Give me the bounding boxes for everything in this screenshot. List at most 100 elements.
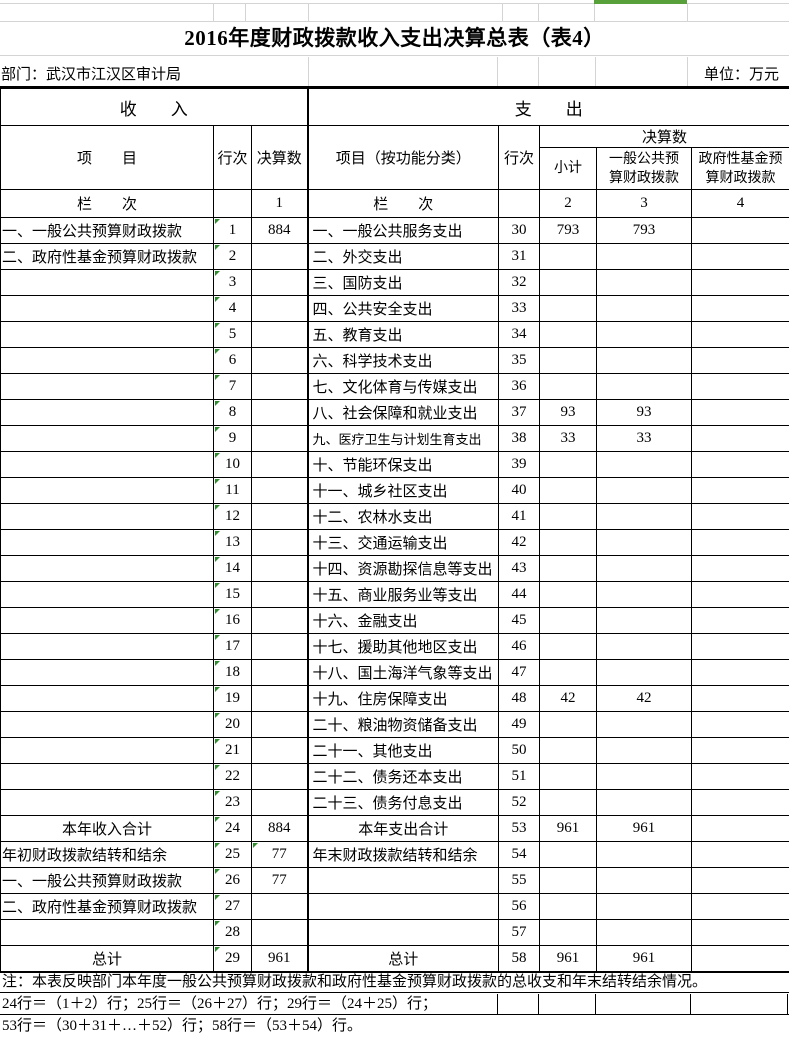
- expense-rowno-header[interactable]: 行次: [498, 125, 541, 190]
- subtotal-header[interactable]: 小计: [539, 147, 598, 190]
- income-value-cell[interactable]: [250, 529, 309, 556]
- expense-item-cell[interactable]: 二十二、债务还本支出: [306, 763, 500, 790]
- income-rowno-cell[interactable]: 13: [213, 529, 252, 556]
- expense-item-cell[interactable]: 十二、农林水支出: [306, 503, 500, 530]
- income-rowno-cell[interactable]: 26: [213, 867, 252, 894]
- expense-general-cell[interactable]: 93: [596, 399, 693, 426]
- expense-general-cell[interactable]: [596, 659, 693, 686]
- income-rowno-cell[interactable]: 22: [213, 763, 252, 790]
- income-value-cell[interactable]: 961: [250, 945, 309, 972]
- expense-general-cell[interactable]: 33: [596, 425, 693, 452]
- expense-item-cell[interactable]: 一、一般公共服务支出: [306, 217, 500, 244]
- expense-item-cell[interactable]: 二十一、其他支出: [306, 737, 500, 764]
- income-rowno-cell[interactable]: 14: [213, 555, 252, 582]
- income-rowno-cell[interactable]: 5: [213, 321, 252, 348]
- income-rowno-cell[interactable]: 19: [213, 685, 252, 712]
- general-budget-header[interactable]: 一般公共预 算财政拨款: [596, 147, 693, 190]
- colindex-blank[interactable]: [213, 189, 252, 218]
- expense-general-cell[interactable]: [596, 373, 693, 400]
- income-item-cell[interactable]: 二、政府性基金预算财政拨款: [0, 243, 214, 270]
- income-value-cell[interactable]: [250, 399, 309, 426]
- expense-general-cell[interactable]: [596, 555, 693, 582]
- income-value-cell[interactable]: [250, 919, 309, 946]
- expense-item-cell[interactable]: [306, 893, 500, 920]
- expense-general-cell[interactable]: [596, 503, 693, 530]
- income-value-cell[interactable]: [250, 659, 309, 686]
- expense-fund-cell[interactable]: [691, 347, 789, 374]
- expense-rowno-cell[interactable]: 53: [498, 815, 541, 842]
- expense-fund-cell[interactable]: [691, 919, 789, 946]
- expense-item-cell[interactable]: 三、国防支出: [306, 269, 500, 296]
- expense-item-cell[interactable]: 十一、城乡社区支出: [306, 477, 500, 504]
- income-value-cell[interactable]: [250, 373, 309, 400]
- income-value-cell[interactable]: [250, 789, 309, 816]
- expense-rowno-cell[interactable]: 51: [498, 763, 541, 790]
- expense-fund-cell[interactable]: [691, 321, 789, 348]
- expense-fund-cell[interactable]: [691, 503, 789, 530]
- income-rowno-cell[interactable]: 9: [213, 425, 252, 452]
- expense-rowno-cell[interactable]: 49: [498, 711, 541, 738]
- income-value-cell[interactable]: 884: [250, 815, 309, 842]
- expense-fund-cell[interactable]: [691, 295, 789, 322]
- expense-fund-cell[interactable]: [691, 269, 789, 296]
- expense-general-cell[interactable]: [596, 867, 693, 894]
- expense-subtotal-cell[interactable]: [539, 451, 598, 478]
- expense-fund-cell[interactable]: [691, 711, 789, 738]
- expense-item-cell[interactable]: 二十、粮油物资储备支出: [306, 711, 500, 738]
- expense-subtotal-cell[interactable]: [539, 919, 598, 946]
- income-item-cell[interactable]: [0, 789, 214, 816]
- income-rowno-cell[interactable]: 3: [213, 269, 252, 296]
- expense-subtotal-cell[interactable]: [539, 893, 598, 920]
- income-rowno-cell[interactable]: 2: [213, 243, 252, 270]
- colindex-4[interactable]: 4: [691, 189, 789, 218]
- income-item-cell[interactable]: [0, 451, 214, 478]
- income-rowno-cell[interactable]: 25: [213, 841, 252, 868]
- expense-subtotal-cell[interactable]: [539, 607, 598, 634]
- colindex-blank[interactable]: [498, 189, 541, 218]
- expense-band-cell[interactable]: 支 出: [306, 87, 789, 126]
- expense-general-cell[interactable]: [596, 841, 693, 868]
- expense-subtotal-cell[interactable]: [539, 243, 598, 270]
- income-item-cell[interactable]: [0, 347, 214, 374]
- expense-rowno-cell[interactable]: 46: [498, 633, 541, 660]
- expense-fund-cell[interactable]: [691, 555, 789, 582]
- income-value-cell[interactable]: [250, 425, 309, 452]
- income-item-cell[interactable]: [0, 685, 214, 712]
- income-rowno-header[interactable]: 行次: [213, 125, 252, 190]
- expense-item-cell[interactable]: 八、社会保障和就业支出: [306, 399, 500, 426]
- income-rowno-cell[interactable]: 24: [213, 815, 252, 842]
- expense-rowno-cell[interactable]: 38: [498, 425, 541, 452]
- income-rowno-cell[interactable]: 6: [213, 347, 252, 374]
- gov-fund-header[interactable]: 政府性基金预 算财政拨款: [691, 147, 789, 190]
- income-item-cell[interactable]: [0, 633, 214, 660]
- income-rowno-cell[interactable]: 8: [213, 399, 252, 426]
- expense-amount-header[interactable]: 决算数: [539, 125, 789, 148]
- expense-subtotal-cell[interactable]: [539, 659, 598, 686]
- income-item-cell[interactable]: 一、一般公共预算财政拨款: [0, 217, 214, 244]
- colindex-2[interactable]: 2: [539, 189, 598, 218]
- expense-fund-cell[interactable]: [691, 659, 789, 686]
- expense-general-cell[interactable]: 42: [596, 685, 693, 712]
- expense-rowno-cell[interactable]: 47: [498, 659, 541, 686]
- income-rowno-cell[interactable]: 1: [213, 217, 252, 244]
- expense-subtotal-cell[interactable]: 33: [539, 425, 598, 452]
- expense-subtotal-cell[interactable]: [539, 373, 598, 400]
- income-value-cell[interactable]: [250, 347, 309, 374]
- expense-fund-cell[interactable]: [691, 737, 789, 764]
- income-item-cell[interactable]: [0, 399, 214, 426]
- expense-rowno-cell[interactable]: 50: [498, 737, 541, 764]
- income-rowno-cell[interactable]: 27: [213, 893, 252, 920]
- expense-item-cell[interactable]: 十九、住房保障支出: [306, 685, 500, 712]
- income-value-cell[interactable]: [250, 685, 309, 712]
- expense-fund-cell[interactable]: [691, 477, 789, 504]
- expense-item-cell[interactable]: 六、科学技术支出: [306, 347, 500, 374]
- expense-fund-cell[interactable]: [691, 243, 789, 270]
- expense-rowno-cell[interactable]: 41: [498, 503, 541, 530]
- expense-item-cell[interactable]: 十五、商业服务业等支出: [306, 581, 500, 608]
- expense-general-cell[interactable]: [596, 581, 693, 608]
- expense-fund-cell[interactable]: [691, 425, 789, 452]
- income-rowno-cell[interactable]: 16: [213, 607, 252, 634]
- income-rowno-cell[interactable]: 23: [213, 789, 252, 816]
- expense-item-cell[interactable]: 四、公共安全支出: [306, 295, 500, 322]
- income-item-cell[interactable]: 总计: [0, 945, 214, 972]
